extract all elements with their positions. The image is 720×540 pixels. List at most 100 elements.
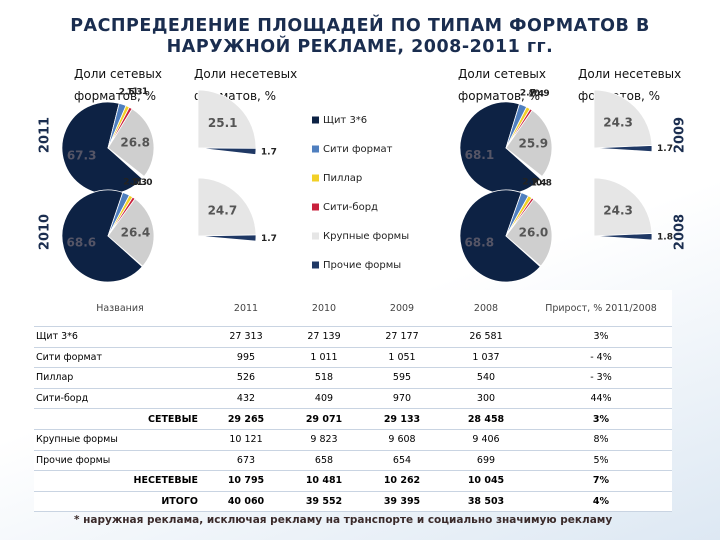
pie-slice [197, 89, 257, 149]
table-cell: 10 121 [206, 429, 286, 451]
data-label: 1.4 [531, 179, 547, 189]
data-label: 2.5 [123, 177, 139, 187]
table-cell: 29 133 [362, 408, 442, 430]
table-cell: 27 177 [362, 326, 442, 348]
table-cell: 1 037 [442, 347, 530, 369]
table-cell: 540 [442, 367, 530, 389]
table-cell: 9 406 [442, 429, 530, 451]
header-cell: 2011 [206, 290, 286, 327]
table-cell: 10 481 [286, 470, 362, 492]
pie-slice [593, 177, 653, 237]
pie-slice [593, 145, 653, 153]
table-cell: 9 823 [286, 429, 362, 451]
pie-slice [505, 198, 553, 267]
table-cell: 28 458 [442, 408, 530, 430]
pie-slice [593, 89, 653, 149]
legend-label: Сити-борд [323, 202, 378, 213]
data-label: 1.3 [131, 178, 147, 188]
data-label: 1.3 [127, 87, 143, 97]
table-cell: 26 581 [442, 326, 530, 348]
table-cell: 10 795 [206, 470, 286, 492]
slide-title: РАСПРЕДЕЛЕНИЕ ПЛОЩАДЕЙ ПО ТИПАМ ФОРМАТОВ… [70, 16, 650, 57]
table-row: НЕСЕТЕВЫЕ 10 795 10 481 10 262 10 045 7% [34, 470, 672, 492]
table-cell: СЕТЕВЫЕ [34, 408, 206, 430]
table-cell: 526 [206, 367, 286, 389]
table-cell: ИТОГО [34, 491, 206, 513]
table-cell: - 4% [530, 347, 672, 369]
table-row: Прочие формы 673 658 654 699 5% [34, 450, 672, 472]
table-cell: 27 313 [206, 326, 286, 348]
column-header: Доли сетевых форматов, % [458, 67, 547, 103]
data-label: 1.4 [528, 89, 544, 99]
table-cell: 39 395 [362, 491, 442, 513]
table-cell: 29 071 [286, 408, 362, 430]
column-header: Доли сетевых форматов, % [74, 67, 163, 103]
table-cell: 27 139 [286, 326, 362, 348]
table-cell: 658 [286, 450, 362, 472]
table-cell: 699 [442, 450, 530, 472]
pie-slice [197, 147, 257, 155]
table-cell: 995 [206, 347, 286, 369]
legend-swatch [312, 116, 319, 124]
legend-swatch [312, 232, 319, 240]
legend-swatch [312, 145, 319, 153]
pie-slice [197, 234, 257, 242]
table-cell: 3% [530, 326, 672, 348]
table-cell: 300 [442, 388, 530, 410]
legend-label: Сити формат [323, 144, 393, 155]
table-cell: 10 262 [362, 470, 442, 492]
data-label: 26.4 [121, 225, 151, 239]
header-cell: 2008 [442, 290, 530, 327]
table-cell: 4% [530, 491, 672, 513]
data-table: Названия 2011 2010 2009 2008 Прирост, % 2011/… [34, 290, 672, 513]
pie-slice [459, 189, 541, 283]
table-cell: 432 [206, 388, 286, 410]
table-cell: 40 060 [206, 491, 286, 513]
table-cell: 8% [530, 429, 672, 451]
table-cell: Щит 3*6 [34, 326, 206, 348]
table-cell: НЕСЕТЕВЫЕ [34, 470, 206, 492]
data-label: 24.3 [603, 203, 633, 217]
data-label: 67.3 [67, 149, 97, 163]
table-cell: 10 045 [442, 470, 530, 492]
data-label: 1.8 [657, 232, 673, 242]
table-cell: 595 [362, 367, 442, 389]
data-label: 1.7 [657, 144, 673, 154]
table-cell: 9 608 [362, 429, 442, 451]
pie-slice [197, 177, 257, 237]
table-cell: - 3% [530, 367, 672, 389]
data-label: 0.8 [536, 179, 552, 189]
data-label: 24.7 [208, 204, 238, 218]
header-cell: Прирост, % 2011/2008 [530, 290, 672, 327]
table-row: Пиллар 526 518 595 540- 3% [34, 367, 672, 389]
table-row: СЕТЕВЫЕ 29 265 29 071 29 133 28 458 3% [34, 408, 672, 430]
data-label: 2.7 [520, 89, 536, 99]
data-label: 68.6 [67, 236, 97, 250]
legend-label: Щит 3*6 [323, 115, 367, 126]
pie-slice [107, 108, 155, 177]
table-row: Сити формат 995 1 011 1 051 1 037- 4% [34, 347, 672, 369]
header-cell: Названия [34, 290, 206, 327]
table-row: Крупные формы 10 121 9 823 9 608 9 406 8% [34, 429, 672, 451]
data-label: 25.1 [208, 116, 238, 130]
table-cell: 409 [286, 388, 362, 410]
table-cell: 7% [530, 470, 672, 492]
table-row: Сити-борд 432 409 970 300 44% [34, 388, 672, 410]
table-cell: Сити формат [34, 347, 206, 369]
table-cell: 673 [206, 450, 286, 472]
header-cell: 2010 [286, 290, 362, 327]
data-label: 25.9 [518, 136, 548, 150]
table-cell: 518 [286, 367, 362, 389]
table-cell: 1 011 [286, 347, 362, 369]
table-cell: 29 265 [206, 408, 286, 430]
table-cell: Прочие формы [34, 450, 206, 472]
year-label: 2009 [673, 117, 688, 153]
data-label: 2.7 [522, 178, 538, 188]
data-label: 1.1 [132, 87, 148, 97]
data-label: 68.8 [464, 235, 494, 249]
pie-slice [505, 109, 553, 177]
table-cell: 970 [362, 388, 442, 410]
table-cell: 5% [530, 450, 672, 472]
header-cell: 2009 [362, 290, 442, 327]
table-cell: 3% [530, 408, 672, 430]
